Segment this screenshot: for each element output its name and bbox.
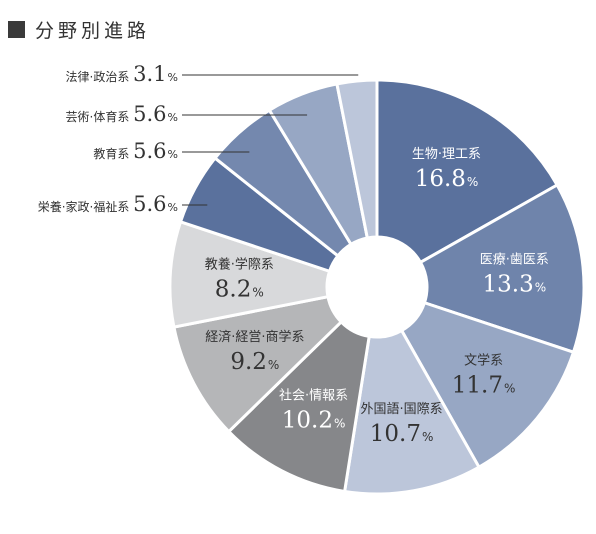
slice-label-3: 外国語·国際系 [361,401,443,417]
slice-5 [172,294,344,434]
slice-3 [342,328,482,496]
slice-value-2: 11.7% [452,373,516,399]
slice-value-1: 13.3% [483,272,547,298]
slice-value-6: 8.2% [215,276,264,302]
title-square-icon [8,21,25,38]
outside-label-9: 芸術·体育系 5.6% [66,102,179,126]
chart-title-row: 分野別進路 [8,16,150,43]
outside-label-10: 法律·政治系 3.1% [66,62,179,86]
slice-label-6: 教養·学際系 [205,256,274,272]
slice-label-5: 経済·経営·商学系 [205,329,304,345]
slice-10 [335,78,379,240]
slice-labels: 生物·理工系 16.8% 医療·歯医系 13.3% 文学系 11.7% 外国語·国際系 10.… [38,62,549,447]
slice-value-0: 16.8% [415,166,479,192]
slice-label-2: 文学系 [464,353,503,369]
slice-1 [418,182,586,355]
chart-title: 分野別進路 [35,20,151,42]
slice-label-4: 社会·情報系 [279,388,348,404]
slice-4 [226,319,371,494]
outside-label-8: 教育系 5.6% [93,139,178,163]
slices [168,78,586,496]
slice-value-5: 9.2% [230,349,279,375]
slice-value-4: 10.2% [282,408,346,434]
slice-value-3: 10.7% [370,421,434,447]
outside-label-7: 栄養·家政·福祉系 5.6% [38,192,178,216]
slice-2 [399,300,576,470]
slice-label-1: 医療·歯医系 [480,253,549,268]
slice-label-0: 生物·理工系 [412,147,481,162]
slice-0 [375,78,560,265]
